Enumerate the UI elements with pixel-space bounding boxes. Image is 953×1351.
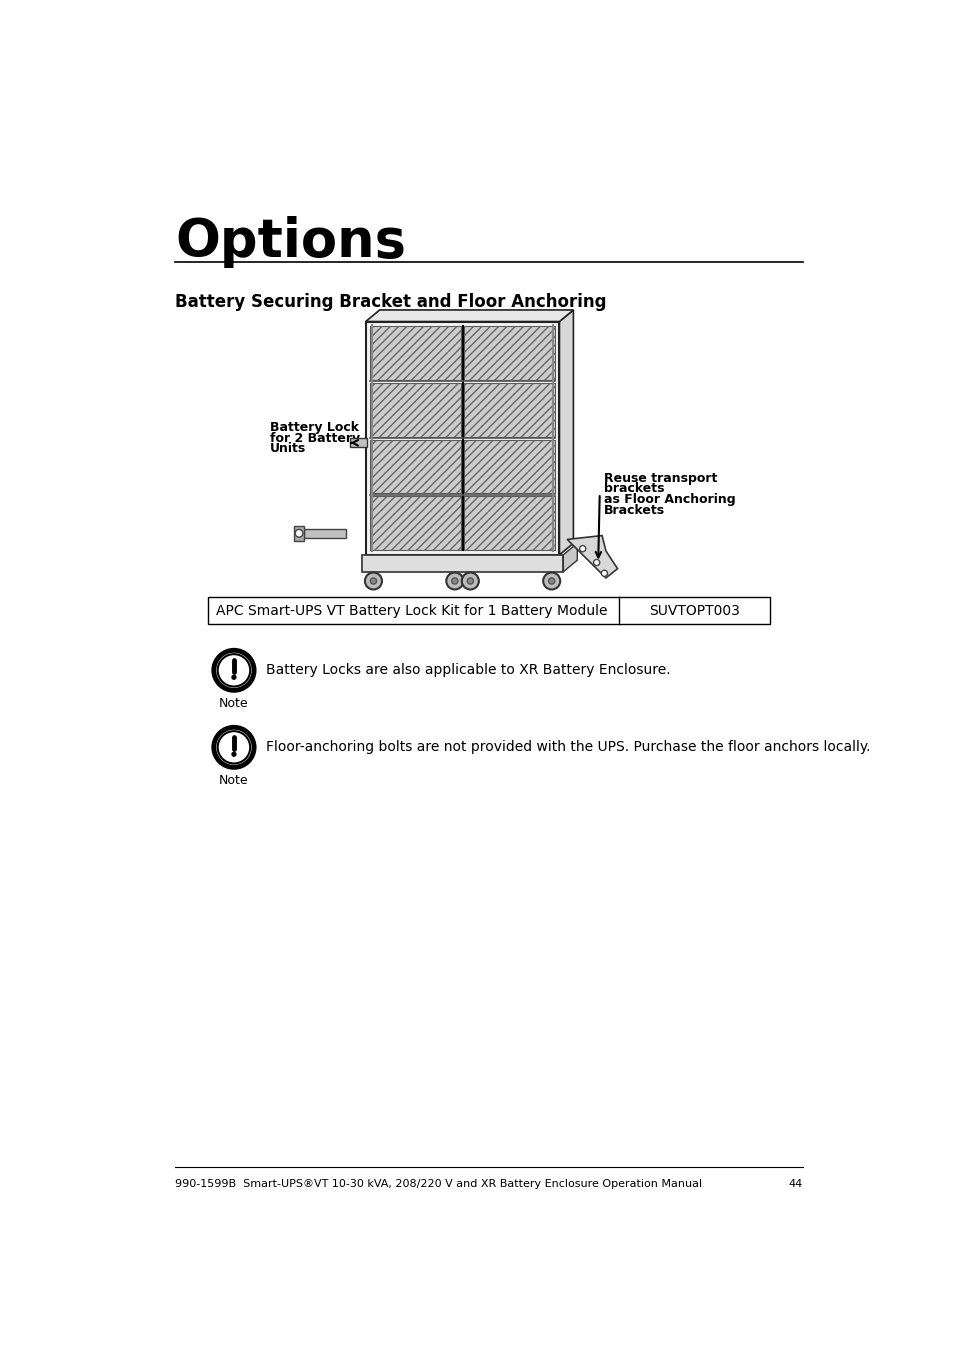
Circle shape <box>213 650 253 690</box>
Circle shape <box>600 570 607 577</box>
Circle shape <box>232 676 235 680</box>
Polygon shape <box>562 543 577 571</box>
Circle shape <box>213 727 253 767</box>
Polygon shape <box>567 535 617 578</box>
Bar <box>464 382 555 436</box>
Bar <box>208 597 769 624</box>
Text: 990-1599B  Smart-UPS®VT 10-30 kVA, 208/220 V and XR Battery Enclosure Operation : 990-1599B Smart-UPS®VT 10-30 kVA, 208/22… <box>174 1178 701 1189</box>
Bar <box>294 526 303 540</box>
Text: Note: Note <box>219 697 249 711</box>
Text: SUVTOPT003: SUVTOPT003 <box>649 604 740 617</box>
Text: Note: Note <box>219 774 249 788</box>
Circle shape <box>461 573 478 589</box>
Bar <box>370 496 460 550</box>
Text: Floor-anchoring bolts are not provided with the UPS. Purchase the floor anchors : Floor-anchoring bolts are not provided w… <box>266 740 870 754</box>
Circle shape <box>548 578 555 584</box>
Circle shape <box>446 573 463 589</box>
Circle shape <box>217 731 250 763</box>
Text: Brackets: Brackets <box>603 504 664 517</box>
Circle shape <box>452 578 457 584</box>
Text: as Floor Anchoring: as Floor Anchoring <box>603 493 735 507</box>
Circle shape <box>593 559 599 566</box>
Circle shape <box>217 654 250 686</box>
Bar <box>370 326 460 380</box>
Bar <box>464 496 555 550</box>
Text: Battery Lock: Battery Lock <box>270 422 359 434</box>
Text: brackets: brackets <box>603 482 663 496</box>
Bar <box>464 326 555 380</box>
Text: 44: 44 <box>788 1178 802 1189</box>
Bar <box>370 382 460 436</box>
Bar <box>365 322 558 555</box>
Bar <box>370 439 460 493</box>
Circle shape <box>579 546 585 551</box>
Circle shape <box>467 578 473 584</box>
Bar <box>350 438 367 447</box>
Bar <box>464 326 555 380</box>
Text: APC Smart-UPS VT Battery Lock Kit for 1 Battery Module: APC Smart-UPS VT Battery Lock Kit for 1 … <box>216 604 607 617</box>
Bar <box>464 496 555 550</box>
Bar <box>303 528 346 538</box>
Circle shape <box>294 530 303 538</box>
Bar <box>370 382 460 436</box>
Bar <box>464 439 555 493</box>
Polygon shape <box>365 309 573 322</box>
Text: for 2 Battery: for 2 Battery <box>270 431 360 444</box>
Text: Options: Options <box>174 216 406 267</box>
Bar <box>370 326 460 380</box>
Bar <box>464 439 555 493</box>
Circle shape <box>365 573 381 589</box>
Circle shape <box>370 578 376 584</box>
Text: Reuse transport: Reuse transport <box>603 471 717 485</box>
Polygon shape <box>558 309 573 555</box>
Bar <box>370 439 460 493</box>
Text: Battery Securing Bracket and Floor Anchoring: Battery Securing Bracket and Floor Ancho… <box>174 293 606 311</box>
Bar <box>361 555 562 571</box>
Bar <box>464 382 555 436</box>
Text: Battery Locks are also applicable to XR Battery Enclosure.: Battery Locks are also applicable to XR … <box>266 663 670 677</box>
Circle shape <box>542 573 559 589</box>
Circle shape <box>232 753 235 757</box>
Bar <box>370 496 460 550</box>
Text: Units: Units <box>270 442 306 455</box>
